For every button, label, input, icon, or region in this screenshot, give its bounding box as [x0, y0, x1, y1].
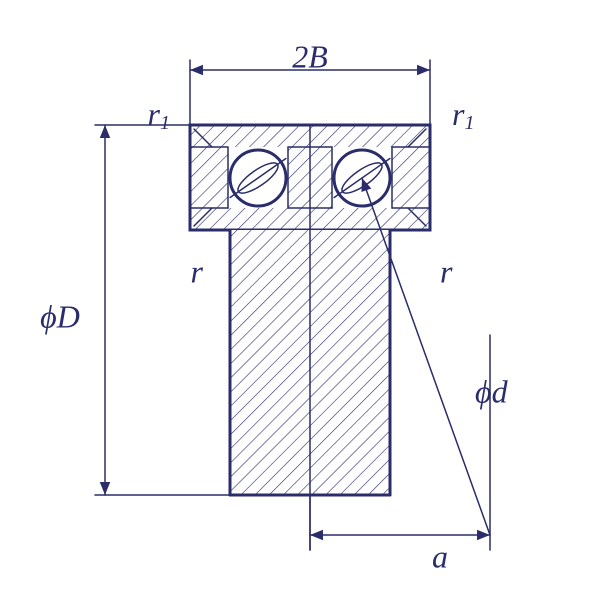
svg-text:2B: 2B — [292, 38, 328, 74]
svg-text:ϕd: ϕd — [475, 373, 509, 409]
svg-text:ϕD: ϕD — [40, 298, 80, 334]
svg-text:r: r — [191, 253, 204, 289]
svg-text:r1: r1 — [452, 96, 474, 133]
bearing-cross-section-diagram: 2B ϕD a ϕd r r r1 r1 — [0, 0, 600, 600]
svg-text:a: a — [432, 538, 448, 574]
svg-text:r: r — [440, 253, 453, 289]
svg-text:r1: r1 — [148, 96, 170, 133]
